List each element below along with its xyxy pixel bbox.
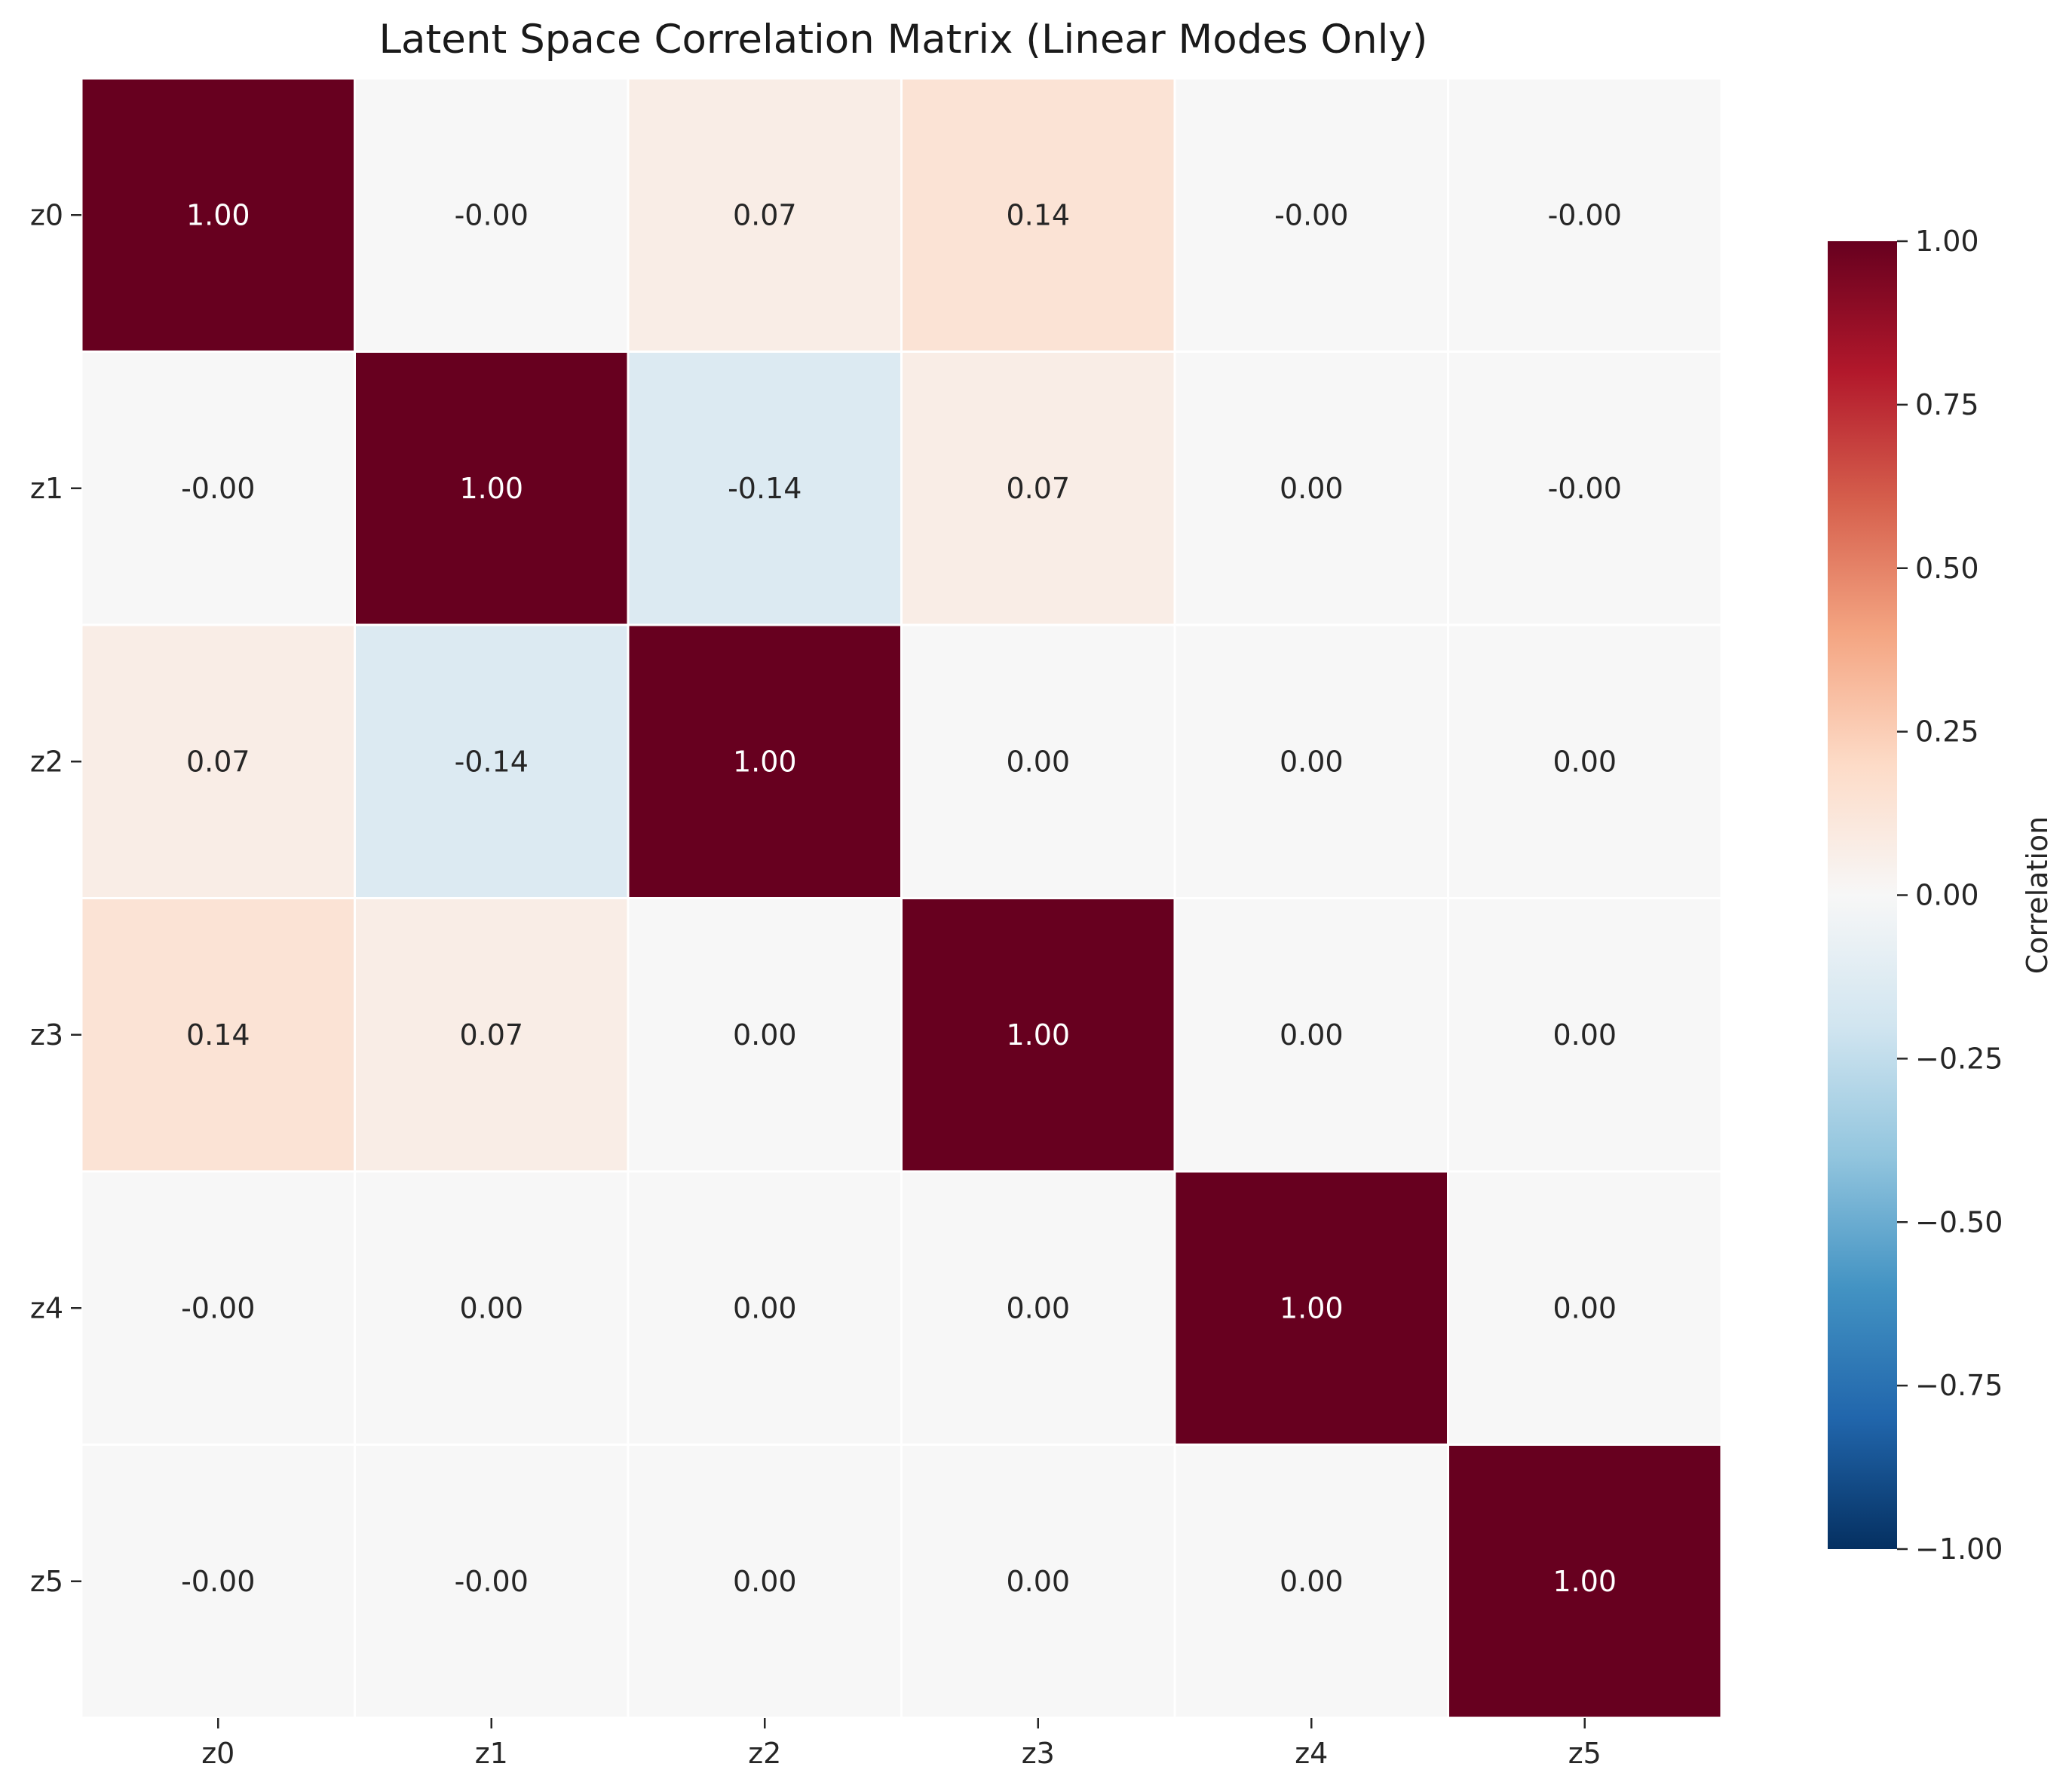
heatmap-cell <box>80 1170 356 1446</box>
cell-value-label: -0.00 <box>1548 472 1622 505</box>
cell-value-label: 0.00 <box>1280 1565 1344 1598</box>
heatmap-cell <box>627 1444 903 1719</box>
cell-value-label: 0.00 <box>1280 1018 1344 1052</box>
heatmap-cell <box>1447 623 1723 899</box>
colorbar-gradient <box>1828 241 1897 1549</box>
cell-value-label: 1.00 <box>459 472 523 505</box>
cell-value-label: -0.14 <box>728 472 802 505</box>
cell-value-label: -0.00 <box>1548 198 1622 231</box>
heatmap-cell <box>627 623 903 899</box>
colorbar-label: Correlation <box>2021 816 2054 975</box>
cell-value-label: 1.00 <box>1280 1291 1344 1324</box>
heatmap-cell <box>1447 1170 1723 1446</box>
y-axis: z0 z1 z2 z3 z4 z5 <box>30 198 81 1598</box>
cell-value-label: -0.00 <box>181 1291 255 1324</box>
heatmap-cell <box>627 77 903 353</box>
cell-value-label: 0.00 <box>733 1018 797 1052</box>
heatmap-cell <box>80 897 356 1173</box>
x-tick-label: z2 <box>748 1737 781 1770</box>
heatmap-cell <box>1447 351 1723 626</box>
chart-title: Latent Space Correlation Matrix (Linear … <box>379 17 1428 63</box>
colorbar-tick-label: −0.50 <box>1915 1205 2003 1238</box>
heatmap-cell <box>1173 1170 1449 1446</box>
cell-value-label: -0.00 <box>181 1565 255 1598</box>
heatmap-cell <box>900 1444 1176 1719</box>
heatmap-cell <box>354 77 630 353</box>
cell-value-label: 1.00 <box>1552 1565 1617 1598</box>
heatmap-cells <box>80 77 1723 1719</box>
y-tick-label: z3 <box>30 1018 63 1052</box>
y-tick-label: z0 <box>30 198 63 231</box>
heatmap-cell <box>80 623 356 899</box>
cell-value-label: -0.14 <box>455 745 529 778</box>
heatmap-cell <box>900 623 1176 899</box>
heatmap-cell <box>80 77 356 353</box>
colorbar-tick-label: −1.00 <box>1915 1532 2003 1566</box>
heatmap-cell <box>900 77 1176 353</box>
cell-value-label: 0.07 <box>186 745 250 778</box>
cell-value-label: 0.07 <box>1006 472 1070 505</box>
heatmap-cell <box>1173 897 1449 1173</box>
cell-value-label: 0.00 <box>1006 1565 1070 1598</box>
colorbar-tick-label: −0.25 <box>1915 1042 2003 1075</box>
x-tick-label: z5 <box>1568 1737 1602 1770</box>
heatmap-cell <box>627 897 903 1173</box>
heatmap-cell <box>80 351 356 626</box>
heatmap-cell <box>80 1444 356 1719</box>
heatmap-cell <box>354 623 630 899</box>
cell-value-label: 0.00 <box>1552 745 1617 778</box>
cell-value-label: 0.07 <box>459 1018 523 1052</box>
cell-value-label: 1.00 <box>1006 1018 1070 1052</box>
heatmap-cell <box>354 1170 630 1446</box>
x-tick-label: z0 <box>201 1737 234 1770</box>
cell-value-label: -0.00 <box>455 198 529 231</box>
colorbar-tick-label: 0.50 <box>1915 552 1979 585</box>
cell-value-label: 0.00 <box>1280 745 1344 778</box>
heatmap-cell <box>900 897 1176 1173</box>
cell-value-label: 1.00 <box>733 745 797 778</box>
heatmap-cell-labels: 1.00 -0.00 0.07 0.14 -0.00 -0.00 -0.00 1.00 -0.1… <box>181 198 1622 1598</box>
cell-value-label: 0.00 <box>1552 1291 1617 1324</box>
colorbar: 1.00 0.75 0.50 0.25 0.00 −0.25 −0.50 −0.75 −1.00… <box>1828 225 2054 1566</box>
cell-value-label: -0.00 <box>1274 198 1348 231</box>
cell-value-label: 0.00 <box>733 1291 797 1324</box>
heatmap-cell <box>1447 897 1723 1173</box>
x-tick-label: z1 <box>475 1737 508 1770</box>
y-tick-label: z1 <box>30 472 63 505</box>
cell-value-label: 0.14 <box>186 1018 250 1052</box>
cell-value-label: -0.00 <box>455 1565 529 1598</box>
x-axis: z0 z1 z2 z3 z4 z5 <box>201 1718 1602 1770</box>
x-tick-label: z3 <box>1022 1737 1055 1770</box>
cell-value-label: 1.00 <box>186 198 250 231</box>
y-tick-label: z5 <box>30 1565 63 1598</box>
heatmap-cell <box>1173 623 1449 899</box>
colorbar-tick-label: −0.75 <box>1915 1369 2003 1402</box>
cell-value-label: 0.00 <box>1552 1018 1617 1052</box>
heatmap-cell <box>354 897 630 1173</box>
cell-value-label: 0.14 <box>1006 198 1070 231</box>
x-tick-label: z4 <box>1295 1737 1328 1770</box>
y-tick-label: z4 <box>30 1291 63 1324</box>
cell-value-label: 0.07 <box>733 198 797 231</box>
cell-value-label: 0.00 <box>1280 472 1344 505</box>
heatmap-cell <box>1173 1444 1449 1719</box>
colorbar-tick-label: 0.00 <box>1915 879 1979 912</box>
heatmap-cell <box>627 351 903 626</box>
heatmap-cell <box>1447 1444 1723 1719</box>
cell-value-label: 0.00 <box>1006 745 1070 778</box>
cell-value-label: 0.00 <box>1006 1291 1070 1324</box>
cell-value-label: 0.00 <box>733 1565 797 1598</box>
colorbar-tick-label: 1.00 <box>1915 225 1979 258</box>
heatmap-cell <box>900 351 1176 626</box>
cell-value-label: 0.00 <box>459 1291 523 1324</box>
heatmap-cell <box>354 351 630 626</box>
y-tick-label: z2 <box>30 745 63 778</box>
cell-value-label: -0.00 <box>181 472 255 505</box>
colorbar-tick-label: 0.25 <box>1915 715 1979 749</box>
colorbar-tick-label: 0.75 <box>1915 388 1979 421</box>
